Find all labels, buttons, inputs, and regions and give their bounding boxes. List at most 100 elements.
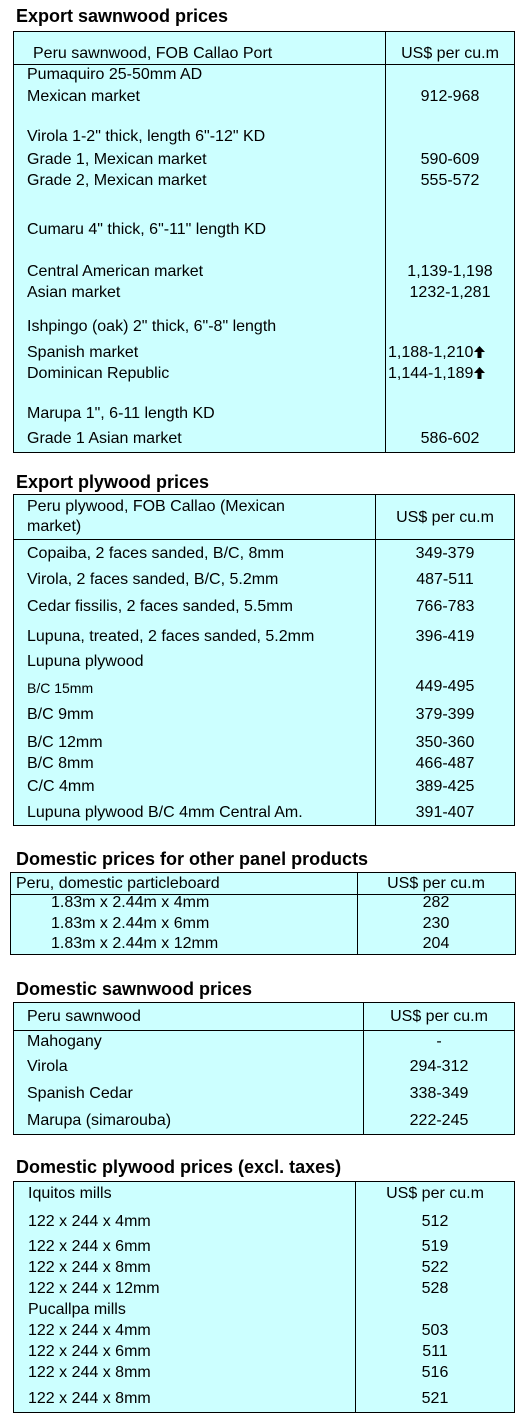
header-unit: US$ per cu.m — [387, 875, 485, 892]
price-value: 466-487 — [415, 755, 475, 772]
price-value: 204 — [422, 935, 450, 952]
species-label: Spanish Cedar — [27, 1085, 133, 1102]
header-unit: US$ per cu.m — [396, 509, 494, 526]
domestic-sawnwood-heading: Domestic sawnwood prices — [16, 979, 253, 999]
up-arrow-icon — [474, 367, 486, 379]
product-label: Copaiba, 2 faces sanded, B/C, 8mm — [27, 545, 285, 562]
price-value: 1,139-1,198 — [407, 263, 493, 280]
export-plywood-table: Peru plywood, FOB Callao (Mexican market… — [13, 494, 515, 826]
market-label: Central American market — [27, 263, 204, 280]
product-group-label: Cumaru 4" thick, 6"-11" length KD — [27, 221, 267, 238]
column-divider — [375, 495, 376, 825]
export-plywood-heading: Export plywood prices — [16, 472, 210, 492]
price-value: 590-609 — [420, 151, 480, 168]
product-group-label: Marupa 1", 6-11 length KD — [27, 405, 215, 422]
market-label: Dominican Republic — [27, 365, 170, 382]
header-unit: US$ per cu.m — [401, 45, 499, 62]
header-divider — [14, 64, 514, 65]
market-label: Grade 1 Asian market — [27, 430, 182, 447]
price-value: 222-245 — [409, 1112, 469, 1129]
product-group-label: Pucallpa mills — [28, 1301, 126, 1318]
domestic-panels-heading: Domestic prices for other panel products — [16, 849, 369, 869]
product-label: 122 x 244 x 4mm — [28, 1213, 151, 1230]
product-label: B/C 12mm — [27, 734, 103, 751]
price-value: 389-425 — [415, 778, 475, 795]
header-description: market) — [27, 518, 82, 535]
header-divider — [14, 539, 514, 540]
product-label: 1.83m x 2.44m x 6mm — [51, 915, 210, 932]
up-arrow-icon — [474, 346, 486, 358]
price-value: 512 — [421, 1213, 449, 1230]
price-value: 555-572 — [420, 172, 480, 189]
product-label: B/C 15mm — [27, 680, 94, 696]
header-description: Peru, domestic particleboard — [16, 875, 220, 892]
product-label: 1.83m x 2.44m x 4mm — [51, 894, 210, 911]
product-label: 122 x 244 x 4mm — [28, 1322, 151, 1339]
header-unit: US$ per cu.m — [390, 1008, 488, 1025]
header-description: Peru sawnwood, FOB Callao Port — [33, 45, 273, 62]
domestic-plywood-table: Iquitos mills US$ per cu.m 122 x 244 x 4… — [13, 1181, 515, 1413]
price-value: 766-783 — [415, 598, 475, 615]
export-sawnwood-heading: Export sawnwood prices — [16, 6, 229, 26]
product-label: 122 x 244 x 6mm — [28, 1343, 151, 1360]
product-label: Virola, 2 faces sanded, B/C, 5.2mm — [27, 571, 279, 588]
price-value: 511 — [422, 1343, 448, 1360]
product-group-label: Lupuna plywood — [27, 653, 144, 670]
column-divider — [363, 1003, 364, 1134]
price-value: 521 — [421, 1390, 449, 1407]
price-value: 230 — [422, 915, 450, 932]
species-label: Mahogany — [27, 1033, 102, 1050]
column-divider — [385, 32, 386, 452]
product-label: Lupuna, treated, 2 faces sanded, 5.2mm — [27, 628, 315, 645]
price-value-with-trend: 1,188-1,210 — [388, 344, 486, 362]
price-value: 516 — [421, 1364, 449, 1381]
price-value: 379-399 — [415, 706, 475, 723]
price-value: 503 — [421, 1322, 449, 1339]
export-sawnwood-table: Peru sawnwood, FOB Callao Port US$ per c… — [13, 31, 515, 453]
price-value: 350-360 — [415, 734, 475, 751]
header-description: Peru sawnwood — [27, 1008, 141, 1025]
price-value: 396-419 — [415, 628, 475, 645]
market-label: Spanish market — [27, 344, 139, 361]
price-value: 282 — [422, 894, 450, 911]
header-divider — [11, 894, 515, 895]
price-value: 586-602 — [420, 430, 480, 447]
product-label: 122 x 244 x 8mm — [28, 1364, 151, 1381]
market-label: Grade 2, Mexican market — [27, 172, 207, 189]
product-label: 122 x 244 x 8mm — [28, 1259, 151, 1276]
price-value: 1,188-1,210 — [388, 344, 474, 361]
column-divider — [357, 873, 358, 954]
price-value: - — [436, 1033, 442, 1050]
price-value: 528 — [421, 1280, 449, 1297]
price-value: 1,144-1,189 — [388, 365, 474, 382]
product-label: B/C 8mm — [27, 755, 94, 772]
product-group-label: Ishpingo (oak) 2" thick, 6"-8" length — [27, 318, 277, 335]
product-group-label: Pumaquiro 25-50mm AD — [27, 66, 203, 83]
product-label: 122 x 244 x 6mm — [28, 1238, 151, 1255]
product-label: B/C 9mm — [27, 706, 94, 723]
price-value-with-trend: 1,144-1,189 — [388, 365, 486, 383]
domestic-plywood-heading: Domestic plywood prices (excl. taxes) — [16, 1157, 342, 1177]
price-value: 349-379 — [415, 545, 475, 562]
price-value: 487-511 — [416, 571, 474, 588]
product-label: 122 x 244 x 8mm — [28, 1390, 151, 1407]
product-label: Cedar fissilis, 2 faces sanded, 5.5mm — [27, 598, 293, 615]
price-value: 519 — [421, 1238, 449, 1255]
header-divider — [14, 1030, 514, 1031]
price-value: 294-312 — [409, 1058, 469, 1075]
market-label: Grade 1, Mexican market — [27, 151, 207, 168]
species-label: Virola — [27, 1058, 68, 1075]
price-value: 391-407 — [415, 804, 475, 821]
header-description: Iquitos mills — [28, 1185, 112, 1202]
product-label: 1.83m x 2.44m x 12mm — [51, 935, 219, 952]
price-value: 1232-1,281 — [409, 284, 491, 301]
product-label: Lupuna plywood B/C 4mm Central Am. — [27, 804, 303, 821]
column-divider — [355, 1182, 356, 1412]
header-unit: US$ per cu.m — [386, 1185, 484, 1202]
domestic-sawnwood-table: Peru sawnwood US$ per cu.m Mahogany - Vi… — [13, 1002, 515, 1135]
domestic-panels-table: Peru, domestic particleboard US$ per cu.… — [10, 872, 516, 955]
price-value: 338-349 — [409, 1085, 469, 1102]
product-group-label: Virola 1-2" thick, length 6"-12" KD — [27, 128, 266, 145]
market-label: Asian market — [27, 284, 121, 301]
header-description: Peru plywood, FOB Callao (Mexican — [27, 498, 285, 515]
